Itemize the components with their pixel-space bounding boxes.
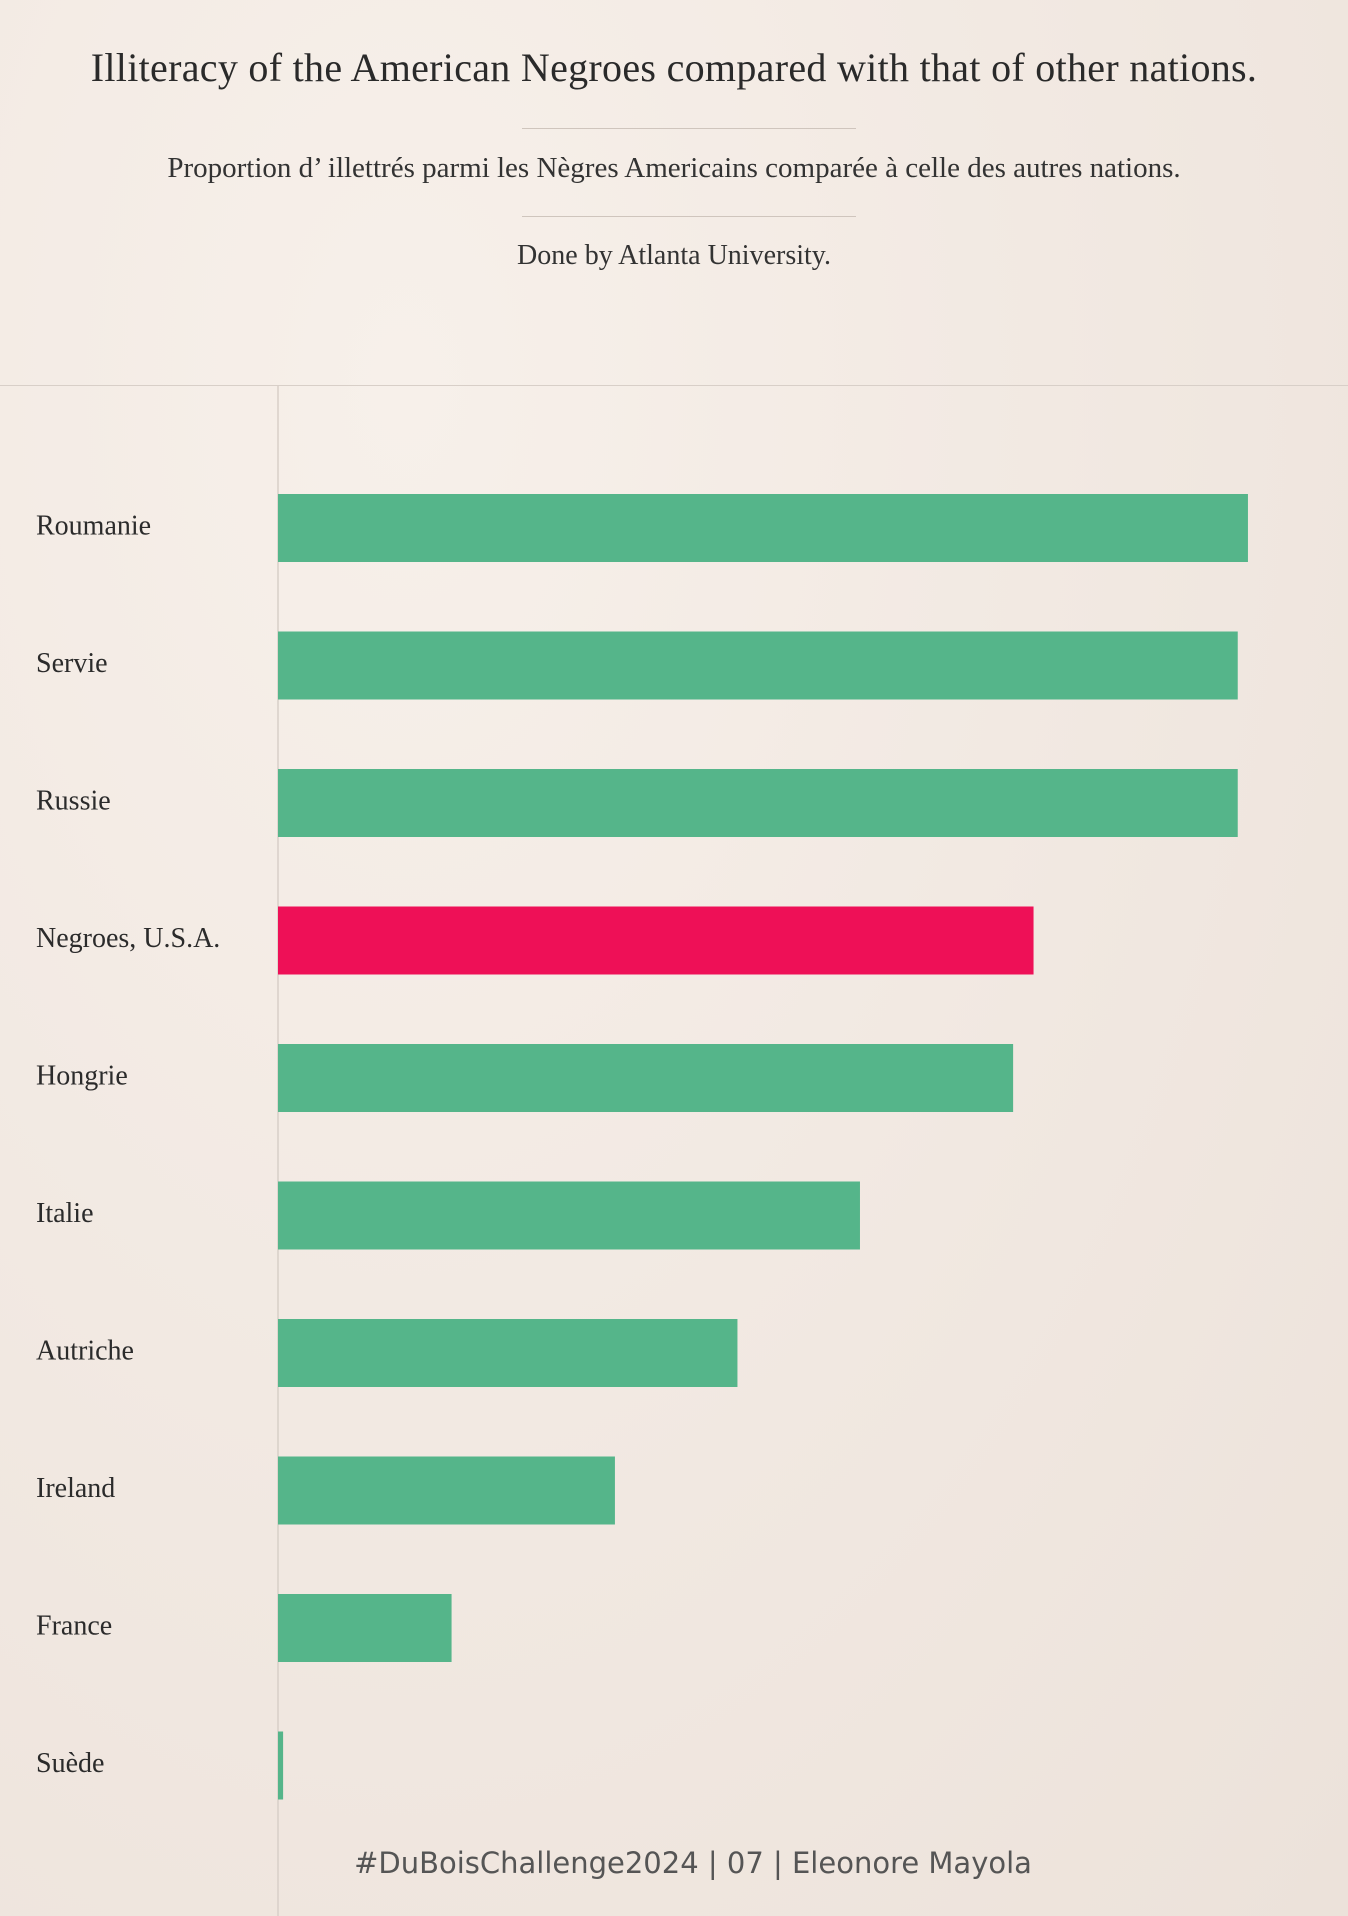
subtitle-divider bbox=[522, 216, 856, 217]
chart-subtitle: Proportion d’ illettrés parmi les Nègres… bbox=[167, 152, 1181, 184]
bar-servie bbox=[278, 631, 1238, 700]
chart-title: Illiteracy of the American Negroes compa… bbox=[90, 45, 1258, 90]
category-label: Roumanie bbox=[36, 510, 151, 541]
category-label: Italie bbox=[36, 1198, 94, 1229]
category-label: Suède bbox=[36, 1748, 104, 1779]
header: Illiteracy of the American Negroes compa… bbox=[0, 0, 1348, 385]
category-label: Servie bbox=[36, 648, 108, 679]
category-label: Hongrie bbox=[36, 1060, 128, 1091]
footer-credit: #DuBoisChallenge2024 | 07 | Eleonore May… bbox=[354, 1846, 1032, 1880]
category-label: France bbox=[36, 1610, 112, 1641]
category-label: Ireland bbox=[36, 1473, 115, 1504]
bar-russie bbox=[278, 769, 1238, 837]
category-label: Autriche bbox=[36, 1335, 134, 1366]
chart-top-border bbox=[0, 385, 1348, 386]
bar-su-de bbox=[278, 1731, 284, 1800]
category-label: Russie bbox=[36, 785, 111, 816]
bar-negroes-u-s-a bbox=[278, 906, 1034, 975]
bar-roumanie bbox=[278, 494, 1248, 562]
category-label: Negroes, U.S.A. bbox=[36, 923, 220, 954]
bar-hongrie bbox=[278, 1044, 1014, 1112]
bar-france bbox=[278, 1594, 452, 1662]
bar-autriche bbox=[278, 1319, 738, 1387]
bar-ireland bbox=[278, 1456, 615, 1525]
title-divider bbox=[522, 128, 856, 129]
bar-italie bbox=[278, 1181, 860, 1250]
chart-credit: Done by Atlanta University. bbox=[517, 240, 831, 271]
